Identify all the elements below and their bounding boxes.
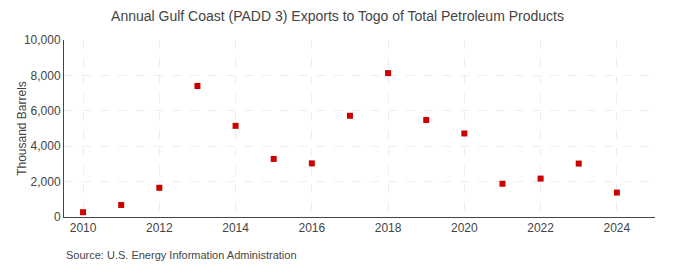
svg-text:2020: 2020 <box>451 221 478 235</box>
svg-text:2022: 2022 <box>527 221 554 235</box>
svg-text:Thousand Barrels: Thousand Barrels <box>15 81 29 176</box>
svg-text:4,000: 4,000 <box>31 139 61 153</box>
svg-text:6,000: 6,000 <box>31 104 61 118</box>
svg-text:2,000: 2,000 <box>31 175 61 189</box>
svg-text:2010: 2010 <box>70 221 97 235</box>
svg-text:2018: 2018 <box>375 221 402 235</box>
svg-text:2024: 2024 <box>604 221 631 235</box>
svg-text:2016: 2016 <box>298 221 325 235</box>
svg-text:0: 0 <box>54 210 61 224</box>
svg-text:Source: U.S. Energy Informatio: Source: U.S. Energy Information Administ… <box>66 249 297 261</box>
svg-text:8,000: 8,000 <box>31 69 61 83</box>
svg-text:Annual Gulf Coast (PADD 3) Exp: Annual Gulf Coast (PADD 3) Exports to To… <box>111 8 564 24</box>
svg-text:2014: 2014 <box>222 221 249 235</box>
svg-text:10,000: 10,000 <box>24 33 61 47</box>
svg-text:2012: 2012 <box>146 221 173 235</box>
